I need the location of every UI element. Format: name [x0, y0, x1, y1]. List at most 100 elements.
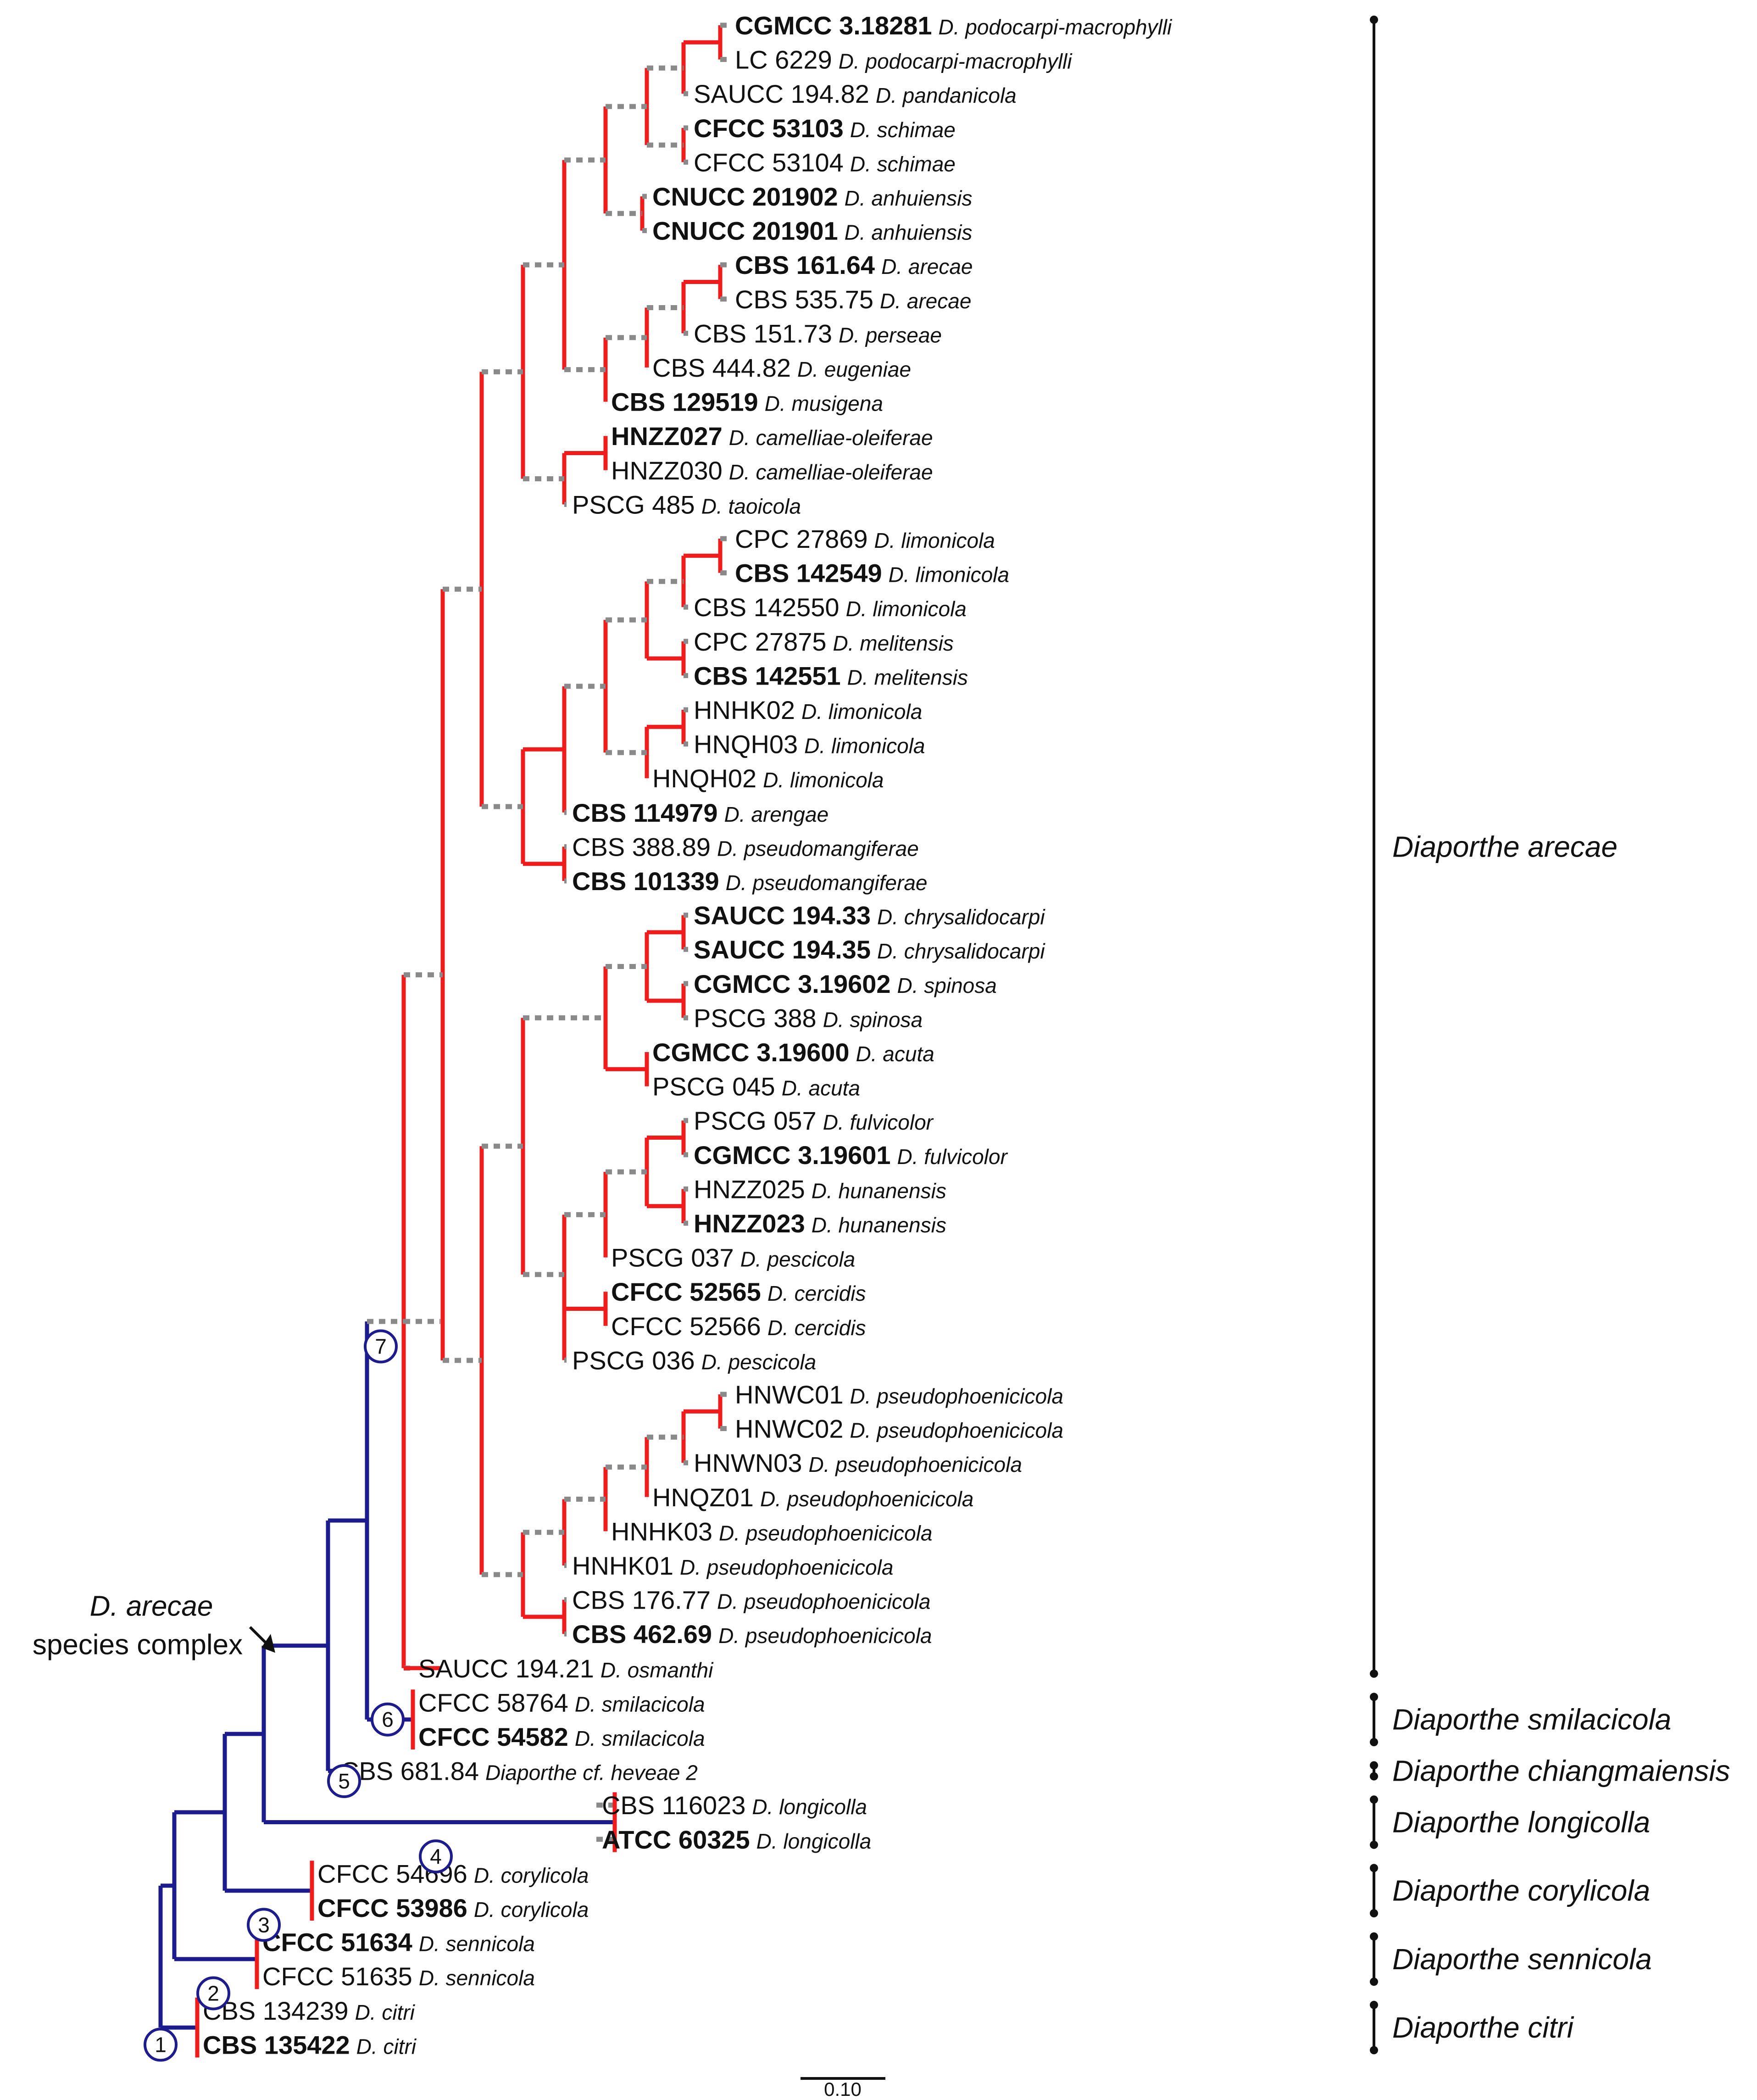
- strain-id: CBS 535.75: [735, 285, 873, 314]
- species-name: D. limonicola: [804, 734, 925, 758]
- strain-id: HNZZ023: [694, 1209, 805, 1238]
- strain-id: CGMCC 3.19601: [694, 1141, 891, 1170]
- tip-label: CBS 101339 D. pseudomangiferae: [572, 867, 928, 896]
- species-name: D. limonicola: [874, 529, 995, 552]
- species-name: D. pseudophoenicicola: [718, 1624, 932, 1648]
- strain-id: HNWC02: [735, 1415, 843, 1443]
- species-name: D. chrysalidocarpi: [877, 905, 1045, 929]
- node-number: 6: [382, 1708, 394, 1732]
- species-name: D. osmanthi: [600, 1658, 714, 1682]
- tip-label: HNWC02 D. pseudophoenicicola: [735, 1415, 1063, 1443]
- species-name: D. smilacicola: [575, 1692, 705, 1716]
- species-name: D. taoicola: [701, 494, 801, 518]
- strain-id: CPC 27875: [694, 627, 827, 656]
- strain-id: CFCC 53104: [694, 148, 844, 177]
- tip-label: CPC 27869 D. limonicola: [735, 524, 995, 553]
- tip-label: CFCC 52565 D. cercidis: [611, 1277, 866, 1306]
- species-name: D. limonicola: [846, 597, 967, 621]
- node-marker: [327, 1764, 361, 1798]
- tip-label: CBS 129519 D. musigena: [611, 388, 883, 417]
- species-name: D. schimae: [850, 152, 956, 176]
- species-name: D. anhuiensis: [845, 186, 973, 210]
- tip-label: HNHK03 D. pseudophoenicicola: [611, 1517, 932, 1546]
- tip-label: CBS 161.64 D. arecae: [735, 251, 973, 279]
- bracket-end-dot: [1370, 2000, 1378, 2009]
- node-marker: [196, 1976, 230, 2011]
- clade-label: Diaporthe corylicola: [1392, 1874, 1650, 1907]
- strain-id: PSCG 045: [652, 1072, 775, 1101]
- node-number: 4: [430, 1844, 442, 1868]
- tip-label: CFCC 54582 D. smilacicola: [418, 1722, 705, 1751]
- tip-label: SAUCC 194.33 D. chrysalidocarpi: [694, 901, 1045, 930]
- bracket-end-dot: [1370, 16, 1378, 24]
- species-name: D. citri: [355, 2000, 416, 2024]
- strain-id: CGMCC 3.19602: [694, 969, 891, 998]
- species-name: D. limonicola: [889, 563, 1009, 587]
- bracket-end-dot: [1370, 1693, 1378, 1701]
- strain-id: CBS 151.73: [694, 319, 832, 348]
- scale-label: 0.10: [824, 2078, 862, 2100]
- clade-label: Diaporthe sennicola: [1392, 1943, 1652, 1976]
- species-name: D. camelliae-oleiferae: [729, 426, 933, 450]
- tip-label: CBS 151.73 D. perseae: [694, 319, 942, 348]
- strain-id: CFCC 52565: [611, 1277, 761, 1306]
- complex-label-line1: D. arecae: [90, 1591, 213, 1622]
- tip-label: CGMCC 3.19602 D. spinosa: [694, 969, 997, 998]
- strain-id: CGMCC 3.18281: [735, 11, 932, 40]
- strain-id: CBS 681.84: [340, 1757, 479, 1786]
- species-name: D. spinosa: [897, 974, 997, 997]
- tip-label: CBS 681.84 Diaporthe cf. heveae 2: [340, 1757, 698, 1786]
- node-number: 1: [155, 2033, 167, 2056]
- bracket-end-dot: [1370, 1864, 1378, 1872]
- strain-id: CBS 462.69: [572, 1620, 712, 1649]
- species-name: D. citri: [356, 2034, 417, 2058]
- species-name: D. pescicola: [740, 1248, 856, 1271]
- strain-id: SAUCC 194.35: [694, 935, 871, 964]
- complex-label-line2: species complex: [33, 1629, 243, 1661]
- strain-id: PSCG 037: [611, 1243, 734, 1272]
- strain-id: HNQH02: [652, 764, 756, 793]
- strain-id: HNHK01: [572, 1551, 673, 1580]
- species-name: D. arecae: [880, 289, 971, 313]
- strain-id: CBS 135422: [203, 2030, 350, 2059]
- strain-id: PSCG 036: [572, 1346, 695, 1375]
- strain-id: PSCG 057: [694, 1106, 817, 1135]
- tip-label: SAUCC 194.35 D. chrysalidocarpi: [694, 935, 1045, 964]
- species-name: D. limonicola: [801, 700, 922, 724]
- tip-label: CGMCC 3.19601 D. fulvicolor: [694, 1141, 1008, 1170]
- tip-label: HNZZ023 D. hunanensis: [694, 1209, 946, 1238]
- strain-id: LC 6229: [735, 45, 832, 74]
- tip-label: CBS 388.89 D. pseudomangiferae: [572, 832, 919, 861]
- strain-id: CFCC 52566: [611, 1312, 761, 1341]
- tip-label: PSCG 037 D. pescicola: [611, 1243, 855, 1272]
- node-number: 7: [375, 1335, 387, 1359]
- node-marker: [247, 1908, 281, 1942]
- species-name: D. arengae: [724, 802, 829, 826]
- species-name: D. podocarpi-macrophylli: [939, 15, 1173, 39]
- species-name: D. acuta: [782, 1076, 860, 1100]
- tip-label: CNUCC 201902 D. anhuiensis: [652, 182, 972, 211]
- tip-label: CFCC 54696 D. corylicola: [317, 1859, 589, 1888]
- tip-label: CBS 142551 D. melitensis: [694, 661, 968, 690]
- node-number: 2: [207, 1982, 219, 2005]
- species-name: D. corylicola: [474, 1863, 589, 1887]
- clade-label: Diaporthe citri: [1392, 2011, 1574, 2044]
- node-number: 3: [258, 1913, 270, 1937]
- tip-label: CBS 134239 D. citri: [203, 1996, 416, 2025]
- tip-label: CFCC 53103 D. schimae: [694, 114, 956, 143]
- tip-label: HNQH03 D. limonicola: [694, 730, 925, 759]
- species-name: D. acuta: [856, 1042, 934, 1066]
- tip-label: CBS 142550 D. limonicola: [694, 593, 967, 622]
- species-name: D. pseudomangiferae: [717, 836, 919, 860]
- species-name: D. fulvicolor: [897, 1145, 1008, 1169]
- strain-id: CNUCC 201901: [652, 217, 838, 245]
- strain-id: CFCC 51635: [262, 1962, 412, 1991]
- tip-label: CFCC 53104 D. schimae: [694, 148, 956, 177]
- bracket-end-dot: [1370, 1840, 1378, 1849]
- species-name: D. arecae: [881, 255, 973, 279]
- species-name: D. sennicola: [419, 1932, 535, 1956]
- strain-id: CFCC 53986: [317, 1894, 467, 1922]
- complex-arrow-head: [261, 1634, 275, 1653]
- node-marker: [364, 1329, 398, 1364]
